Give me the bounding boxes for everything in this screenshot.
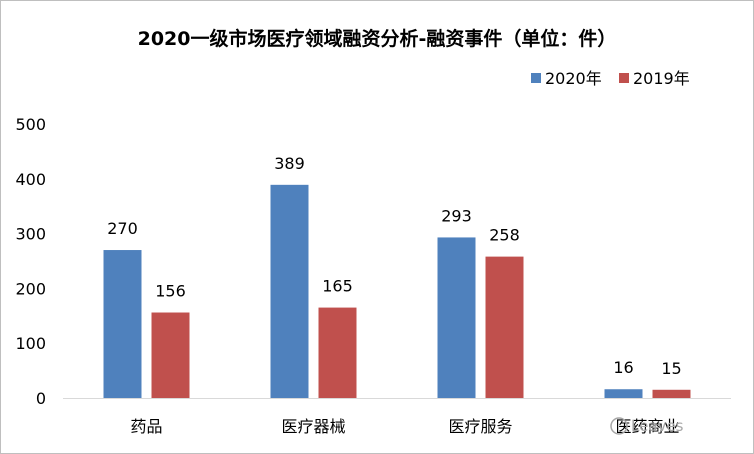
data-label: 156 [155, 282, 186, 301]
legend-label: 2019年 [633, 69, 690, 88]
data-label: 389 [274, 154, 305, 173]
legend: 2020年 2019年 [531, 69, 690, 88]
y-tick-label: 400 [15, 170, 46, 189]
bar-2020 [604, 389, 643, 398]
bar-2020 [437, 237, 476, 398]
watermark-text: Leaves [631, 417, 684, 435]
category-label: 医疗器械 [281, 417, 345, 436]
category-label: 药品 [130, 417, 162, 436]
y-tick-label: 200 [15, 279, 46, 298]
data-label: 270 [107, 219, 138, 238]
y-tick-label: 500 [15, 115, 46, 134]
category-label: 医疗服务 [448, 417, 512, 436]
legend-swatch [619, 73, 629, 83]
bars: 270 156 389 165 293 258 16 15 [103, 154, 691, 398]
watermark: Leaves [610, 417, 684, 435]
legend-swatch [531, 73, 541, 83]
bar-2019 [485, 256, 524, 398]
y-tick-label: 100 [15, 334, 46, 353]
bar-2020 [270, 184, 309, 398]
x-axis: 药品 医疗器械 医疗服务 医药商业 [63, 398, 731, 436]
legend-label: 2020年 [545, 69, 602, 88]
data-label: 293 [441, 206, 472, 225]
bar-2020 [103, 250, 142, 398]
y-axis: 0 100 200 300 400 500 [15, 115, 46, 408]
data-label: 165 [322, 277, 353, 296]
data-label: 15 [661, 359, 681, 378]
bar-2019 [652, 389, 691, 398]
wechat-icon [610, 417, 628, 435]
data-label: 258 [489, 226, 520, 245]
bar-2019 [151, 312, 190, 398]
category-label: 医药商业 [615, 417, 679, 436]
bar-2019 [318, 307, 357, 398]
data-label: 16 [613, 358, 633, 377]
y-tick-label: 300 [15, 225, 46, 244]
y-tick-label: 0 [36, 389, 46, 408]
chart-title: 2020一级市场医疗领域融资分析-融资事件（单位：件） [138, 27, 617, 50]
